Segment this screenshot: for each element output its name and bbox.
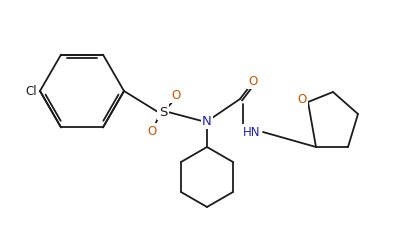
Text: S: S [159,106,167,119]
Text: Cl: Cl [25,85,37,98]
Text: HN: HN [243,126,261,139]
Text: O: O [147,125,157,138]
Text: N: N [202,115,212,128]
Text: O: O [248,75,258,88]
Text: O: O [171,89,181,102]
Text: O: O [298,93,307,106]
